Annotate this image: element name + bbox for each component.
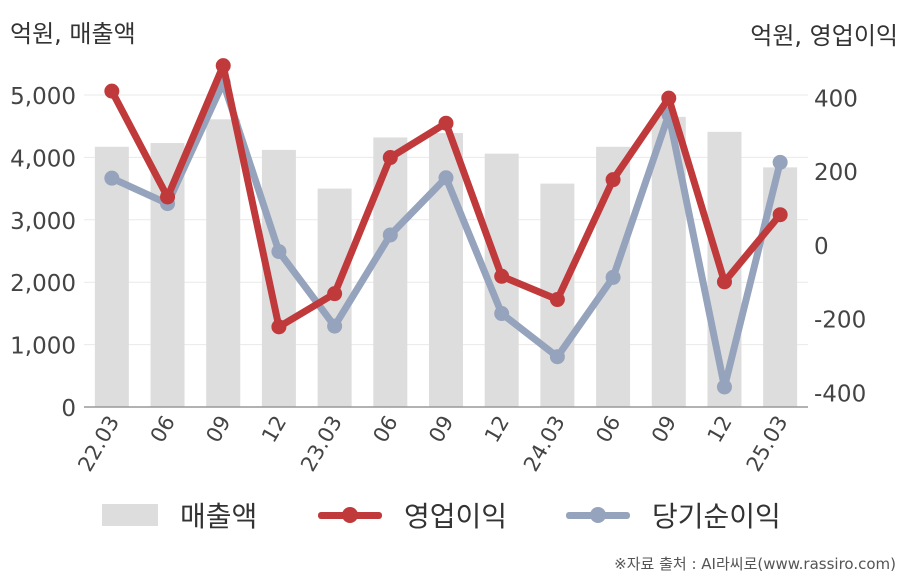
legend-swatch-operating-profit [318,504,382,526]
net-income-point [716,379,732,395]
operating-profit-point [438,115,454,131]
operating-profit-point [104,83,120,99]
category-label: 12 [480,412,514,447]
operating-profit-point [605,172,621,188]
combo-chart: 0 1,000 2,000 3,000 4,000 5,000 -400 -200 0 200 40… [10,58,866,476]
legend-label-revenue: 매출액 [180,500,258,533]
legend-item-operating-profit: 영업이익 [318,493,507,537]
category-label: 09 [647,412,681,447]
net-income-point [327,318,343,334]
left-tick-label: 5,000 [10,84,76,110]
left-tick-label: 1,000 [10,334,76,360]
operating-profit-point [382,150,398,166]
operating-profit-point [160,189,176,205]
category-label: 06 [146,412,180,447]
category-label: 09 [424,412,458,447]
category-label: 25.03 [742,412,793,476]
category-label: 12 [257,412,291,447]
left-tick-label: 3,000 [10,209,76,235]
net-income-point [438,170,454,186]
right-tick-label: 200 [814,160,858,186]
legend-swatch-net-income [566,504,630,526]
legend-label-net-income: 당기순이익 [652,500,781,533]
category-label: 12 [703,412,737,447]
legend-item-revenue: 매출액 [102,493,257,537]
operating-profit-point [716,274,732,290]
legend-swatch-revenue [102,504,158,526]
operating-profit-point [772,207,788,223]
category-label: 23.03 [296,412,347,476]
net-income-point [271,244,287,260]
left-axis-unit: 억원, 매출액 [10,20,136,48]
net-income-point [605,269,621,285]
right-tick-label: -200 [814,308,866,334]
operating-profit-point [327,286,343,302]
legend-item-net-income: 당기순이익 [566,493,781,537]
left-tick-label: 0 [61,396,76,422]
operating-profit-point [661,90,677,106]
net-income-point [772,154,788,170]
category-label: 06 [591,412,625,447]
net-income-point [382,227,398,243]
category-label: 09 [201,412,235,447]
legend-label-operating-profit: 영업이익 [404,500,508,533]
operating-profit-point [271,319,287,335]
category-label: 22.03 [73,412,124,476]
revenue-bar [94,146,129,408]
right-axis-unit: 억원, 영업이익 [750,22,898,50]
chart-legend: 매출액 영업이익 당기순이익 [0,493,908,537]
category-label: 24.03 [519,412,570,476]
left-tick-label: 4,000 [10,146,76,172]
net-income-point [494,306,510,322]
category-label: 06 [368,412,402,447]
right-tick-label: 0 [814,234,829,260]
right-tick-label: 400 [814,86,858,112]
operating-profit-point [494,268,510,284]
left-tick-label: 2,000 [10,271,76,297]
right-tick-label: -400 [814,382,866,408]
net-income-point [549,349,565,365]
operating-profit-point [549,292,565,308]
net-income-point [104,170,120,186]
revenue-bar [206,119,241,407]
data-source-note: ※자료 출처 : AI라씨로(www.rassiro.com) [614,555,896,573]
operating-profit-point [215,58,231,74]
